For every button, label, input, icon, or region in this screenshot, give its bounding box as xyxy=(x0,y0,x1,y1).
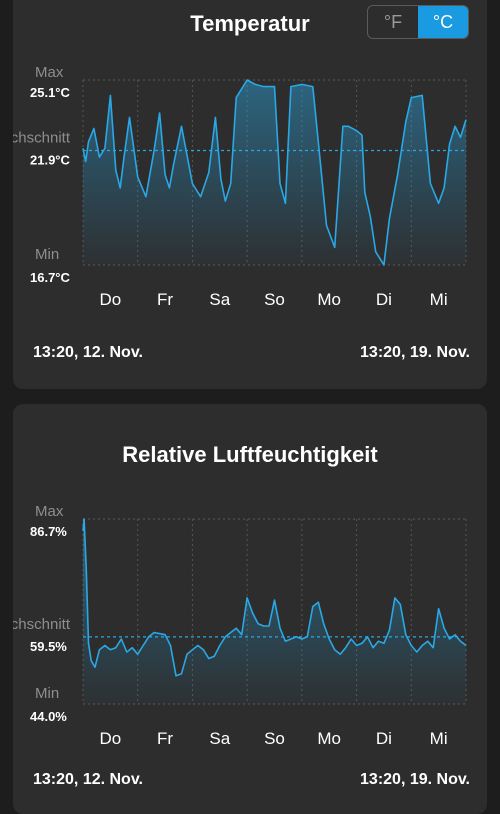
day-tick-label: So xyxy=(264,290,285,309)
temperature-title: Temperatur xyxy=(190,11,310,36)
average-value-label: 59.5% xyxy=(30,639,67,654)
day-tick-label: Mo xyxy=(317,290,341,309)
series-area xyxy=(83,519,466,704)
average-label: Durchschnitt xyxy=(13,616,71,633)
range-start-label: 13:20, 12. Nov. xyxy=(33,771,143,788)
range-end-label: 13:20, 19. Nov. xyxy=(360,771,470,788)
day-tick-label: Mo xyxy=(317,729,341,748)
range-end-label: 13:20, 19. Nov. xyxy=(360,344,470,361)
celsius-button[interactable]: °C xyxy=(418,6,468,38)
day-tick-label: Fr xyxy=(157,290,173,309)
day-tick-label: Sa xyxy=(209,729,230,748)
average-value-label: 21.9°C xyxy=(30,152,71,167)
max-label: Max xyxy=(35,503,64,520)
min-value-label: 16.7°C xyxy=(30,270,71,285)
day-tick-label: Di xyxy=(376,290,392,309)
range-start-label: 13:20, 12. Nov. xyxy=(33,344,143,361)
day-tick-label: Mi xyxy=(430,290,448,309)
max-label: Max xyxy=(35,64,64,81)
day-tick-label: Sa xyxy=(209,290,230,309)
max-value-label: 25.1°C xyxy=(30,85,71,100)
series-line xyxy=(82,79,467,266)
humidity-card: Relative Luftfeuchtigkeit Max 86.7% Durchs… xyxy=(13,404,487,814)
max-value-label: 86.7% xyxy=(30,524,67,539)
day-tick-label: Di xyxy=(376,729,392,748)
day-tick-label: Do xyxy=(99,290,121,309)
temperature-chart: Max 25.1°C Durchschnitt 21.9°C Min 16.7°C Do Fr… xyxy=(13,64,467,309)
temperature-card: Temperatur °F °C Max 25.1°C Durchschnitt 21… xyxy=(13,0,487,389)
series-line xyxy=(82,518,467,677)
day-tick-label: Fr xyxy=(157,729,173,748)
min-label: Min xyxy=(35,685,59,702)
humidity-chart: Max 86.7% Durchschnitt 59.5% Min 44.0% Do Fr Sa S… xyxy=(13,503,467,748)
fahrenheit-button[interactable]: °F xyxy=(383,11,403,32)
average-label: Durchschnitt xyxy=(13,129,71,146)
humidity-title: Relative Luftfeuchtigkeit xyxy=(122,442,378,467)
unit-toggle[interactable]: °F °C xyxy=(367,5,469,39)
day-tick-label: Do xyxy=(99,729,121,748)
min-label: Min xyxy=(35,246,59,263)
day-tick-label: Mi xyxy=(430,729,448,748)
day-tick-label: So xyxy=(264,729,285,748)
min-value-label: 44.0% xyxy=(30,709,67,724)
